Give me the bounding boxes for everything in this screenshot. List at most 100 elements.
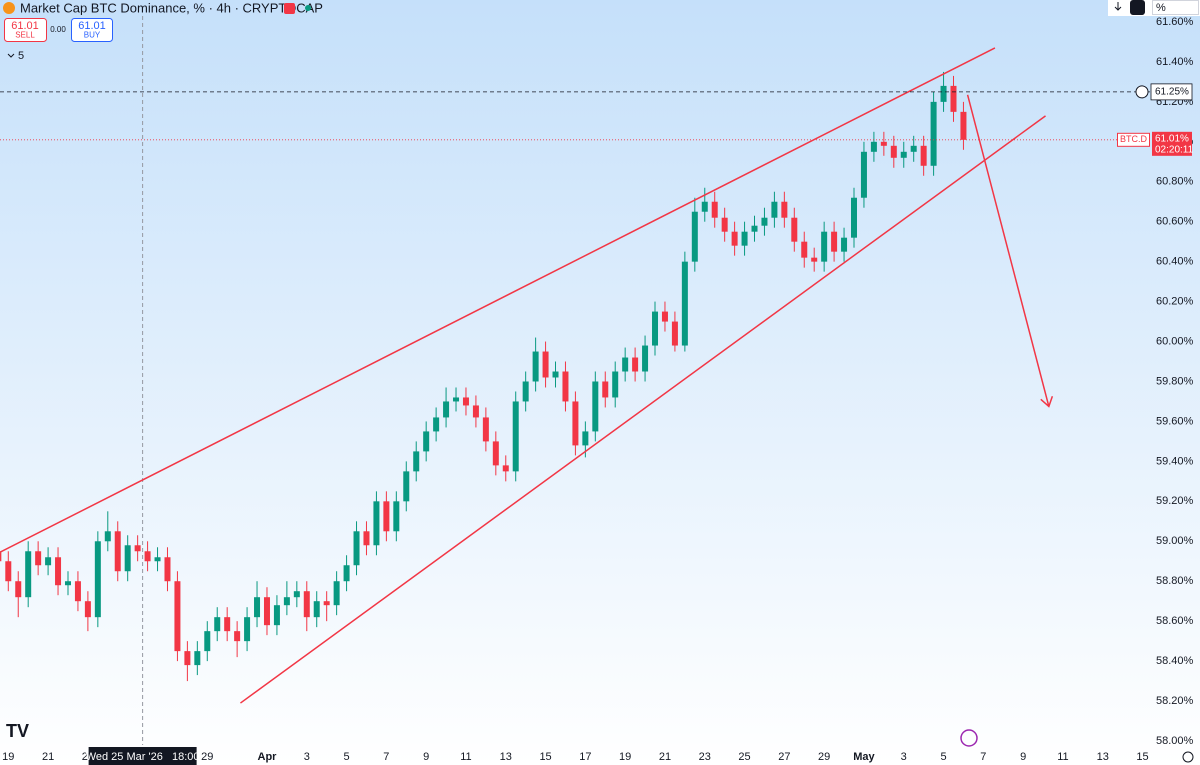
candle-body — [781, 201, 788, 218]
x-tick-label: 19 — [2, 751, 14, 763]
candle-body — [462, 397, 469, 406]
candle-body — [821, 231, 828, 262]
flag-icon[interactable] — [284, 3, 295, 14]
candle-body — [124, 545, 131, 572]
auto-scale-button[interactable] — [1130, 0, 1145, 15]
candle-body — [84, 601, 91, 618]
candle-body — [940, 85, 947, 102]
countdown-label: 02:20:11 — [1155, 144, 1194, 155]
candle-body — [512, 401, 519, 472]
candle-body — [801, 241, 808, 258]
candle-body — [542, 351, 549, 378]
x-tick-label: 17 — [579, 751, 591, 763]
candle-body — [870, 141, 877, 152]
candle-body — [254, 597, 261, 618]
candle-body — [860, 151, 867, 198]
plot-area — [0, 16, 1150, 745]
candle-body — [751, 225, 758, 232]
percent-button[interactable] — [1152, 0, 1199, 15]
crosshair-label-bg — [88, 747, 197, 765]
x-tick-label: May — [853, 751, 875, 763]
x-tick-label: 9 — [423, 751, 429, 763]
trend-line — [240, 115, 1046, 704]
candle-body — [114, 531, 121, 572]
candle-body — [880, 141, 887, 146]
candle-body — [55, 557, 62, 586]
crosshair-label: Wed 25 Mar '26 18:00 — [86, 751, 200, 763]
download-icon[interactable] — [1114, 2, 1122, 11]
candle-body — [711, 201, 718, 218]
symbol-icon — [3, 2, 15, 14]
arrow — [966, 94, 1054, 408]
candle-body — [313, 601, 320, 618]
y-tick-label: 59.20% — [1156, 495, 1194, 507]
x-tick-label: 3 — [901, 751, 907, 763]
candle-body — [94, 541, 101, 618]
sell-button[interactable] — [4, 18, 47, 42]
candle-body — [214, 617, 221, 632]
lightning-icon[interactable] — [960, 729, 978, 747]
buy-price: 61.01 — [78, 20, 106, 32]
candle-body — [671, 321, 678, 346]
price-label: 61.01% — [1155, 133, 1189, 144]
price-label: 61.25% — [1155, 87, 1189, 98]
buy-button[interactable] — [71, 18, 113, 42]
candle-body — [423, 431, 430, 452]
candle-body — [154, 557, 161, 562]
logo: TV — [6, 721, 29, 741]
sell-label: SELL — [15, 31, 35, 40]
candle-body — [701, 201, 708, 212]
sell-price: 61.01 — [11, 20, 39, 32]
candle-body — [443, 401, 450, 418]
candle-body — [831, 231, 838, 252]
x-tick-label: 5 — [940, 751, 946, 763]
candle-body — [35, 551, 42, 566]
candle-body — [25, 551, 32, 598]
candle-body — [303, 591, 310, 618]
candle-body — [910, 145, 917, 152]
x-tick-label: 13 — [1097, 751, 1109, 763]
candle-body — [691, 211, 698, 262]
collapse-icon[interactable] — [7, 53, 15, 58]
x-tick-label: 25 — [738, 751, 750, 763]
candle-body — [244, 617, 251, 642]
candle-body — [104, 531, 111, 542]
candle-body — [920, 145, 927, 166]
candle-body — [234, 631, 241, 642]
settings-icon[interactable] — [1182, 751, 1194, 763]
candle-body — [632, 357, 639, 372]
y-tick-label: 60.80% — [1156, 176, 1194, 188]
candle-body — [652, 311, 659, 346]
buy-label: BUY — [84, 31, 101, 40]
candle-body — [0, 551, 2, 562]
candle-body — [343, 565, 350, 582]
y-tick-label: 60.40% — [1156, 256, 1194, 268]
candle-body — [472, 405, 479, 418]
candle-body — [761, 217, 768, 226]
y-tick-label: 58.60% — [1156, 615, 1194, 627]
x-tick-label: 13 — [500, 751, 512, 763]
x-tick-label: 3 — [304, 751, 310, 763]
x-tick-label: 15 — [539, 751, 551, 763]
candle-body — [622, 357, 629, 372]
candle-body — [194, 651, 201, 666]
candle-body — [333, 581, 340, 606]
y-tick-label: 61.40% — [1156, 56, 1194, 68]
candle-body — [890, 145, 897, 158]
candle-body — [383, 501, 390, 532]
candle-body — [721, 217, 728, 232]
x-tick-label: 11 — [460, 751, 471, 763]
candle-body — [15, 581, 22, 598]
candle-body — [572, 401, 579, 446]
candle-body — [562, 371, 569, 402]
candle-body — [184, 651, 191, 666]
y-tick-label: 59.00% — [1156, 535, 1194, 547]
symbol-label: BTC.D — [1120, 134, 1148, 144]
candle-body — [453, 397, 460, 402]
candle-body — [771, 201, 778, 218]
candle-body — [492, 441, 499, 466]
y-tick-label: 61.60% — [1156, 16, 1194, 28]
candle-body — [273, 605, 280, 626]
candle-body — [353, 531, 360, 566]
